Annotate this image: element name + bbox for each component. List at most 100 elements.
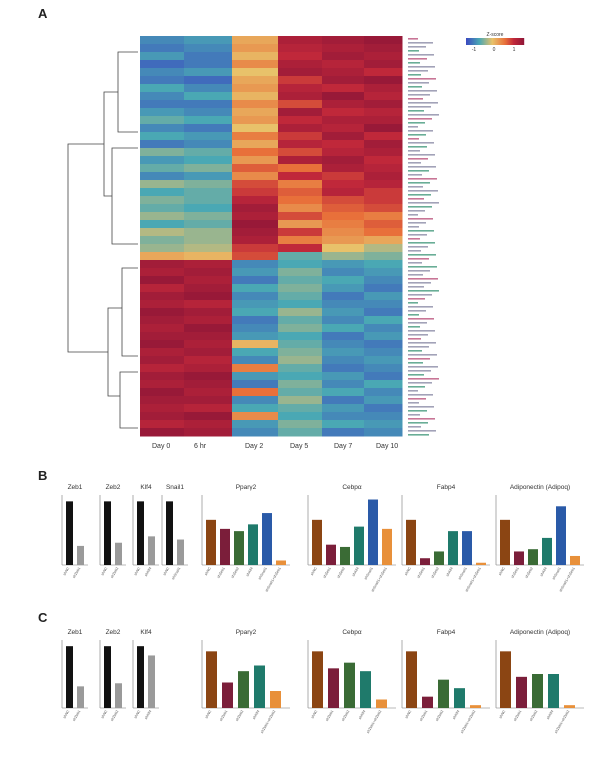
heatmap-cell [322,124,365,133]
heatmap-cell [278,268,323,277]
heatmap-cell [364,236,403,245]
bar-subchart: Fabp4 shNC shZeb1 shZeb2 shKlf4 shZeb1+shZeb2 [401,629,490,734]
heatmap-cell [184,148,233,157]
legend-tick: 0 [493,47,496,53]
heatmap-column-label: 6 hr [194,443,207,450]
row-label-marks [408,38,439,436]
heatmap-cell [322,60,365,69]
bar-category-label: shKlf4 [358,710,366,721]
subchart-title: Pparγ2 [236,484,257,491]
heatmap-cell [140,308,185,317]
bar-category-label: shSnail1 [458,567,468,581]
heatmap-cell [232,428,279,437]
heatmap-cell [278,196,323,205]
heatmap-cell [364,332,403,341]
heatmap-cell [364,132,403,141]
heatmap-cell [140,244,185,253]
heatmap-cell [364,412,403,421]
subchart-title: Cebpα [342,484,362,491]
subchart-title: Snail1 [166,484,184,491]
heatmap-cell [364,148,403,157]
heatmap-cell [364,292,403,301]
heatmap-cell [278,52,323,61]
bar [376,699,387,708]
heatmap-cell [322,372,365,381]
heatmap-cell [322,164,365,173]
heatmap-cell [278,404,323,413]
heatmap-cell [278,388,323,397]
heatmap-cell [322,76,365,85]
bar-category-label: shZeb1 [216,567,225,579]
heatmap-cell [322,36,365,45]
bar-category-label: shNC [162,566,170,576]
bar-subchart: Fabp4 shNC shZeb1 shZeb2 shKlf4 shSnail1shSna… [401,484,490,593]
heatmap-cell [184,156,233,165]
bar [248,524,258,565]
bar-category-label: shZeb2 [435,710,444,722]
bar-category-label: shZeb1 [72,710,81,722]
heatmap-cell [278,108,323,117]
bar [434,551,444,565]
subchart-title: Klf4 [140,629,152,636]
bar-category-label: shNC [204,566,212,576]
heatmap-cell [364,268,403,277]
heatmap-cell [184,44,233,53]
bar-category-label: shSnail1+shZeb1 [558,567,575,593]
heatmap-cell [322,404,365,413]
heatmap-cell [322,204,365,213]
heatmap-cell [322,172,365,181]
heatmap-cell [184,292,233,301]
heatmap-cell [278,276,323,285]
heatmap-cell [278,260,323,269]
subchart-title: Zeb2 [106,484,121,491]
bar [514,551,524,565]
bar-category-label: shNC [133,709,141,719]
heatmap-cell [140,260,185,269]
bar [516,676,527,708]
bar-category-label: shZeb2 [529,710,538,722]
heatmap-cell [140,68,185,77]
heatmap-cell [278,36,323,45]
heatmap-cell [322,340,365,349]
bar-category-label: shZeb2 [110,567,119,579]
heatmap-cell [140,236,185,245]
bar-category-label: shSnail1 [171,567,181,581]
heatmap-cell [322,332,365,341]
heatmap-cell [322,156,365,165]
bar [542,537,552,565]
heatmap-cell [232,348,279,357]
heatmap-cell [322,260,365,269]
heatmap-cell [364,52,403,61]
subchart-title: Pparγ2 [236,629,257,636]
bar-category-label: shSnail1 [552,567,562,581]
heatmap-cell [278,172,323,181]
bar [77,686,84,708]
heatmap-cell [278,300,323,309]
heatmap-cell [364,164,403,173]
bar [276,560,286,565]
bar-category-label: shNC [310,566,318,576]
heatmap-cell [232,380,279,389]
heatmap-cell [278,292,323,301]
heatmap-cell [364,372,403,381]
heatmap-cell [184,300,233,309]
heatmap-cell [140,332,185,341]
bar [234,531,244,565]
heatmap-cell [140,164,185,173]
heatmap-cell [184,236,233,245]
heatmap-legend: Z-score -1 0 1 [466,32,525,53]
heatmap-cell [322,308,365,317]
heatmap-cell [232,292,279,301]
bar [166,501,173,565]
bar-subchart: Pparγ2 shNC shZeb1 shZeb2 shKlf4 shZeb1+shZeb… [201,629,290,734]
heatmap-cell [278,332,323,341]
bar [528,549,538,565]
heatmap-cell [140,420,185,429]
bar-category-label: shKlf4 [351,567,359,578]
bar [570,555,580,565]
bar [137,501,144,565]
heatmap-column-label: Day 2 [245,443,263,450]
bar-category-label: shNC [404,566,412,576]
heatmap-cell [232,172,279,181]
heatmap-cell [232,252,279,261]
